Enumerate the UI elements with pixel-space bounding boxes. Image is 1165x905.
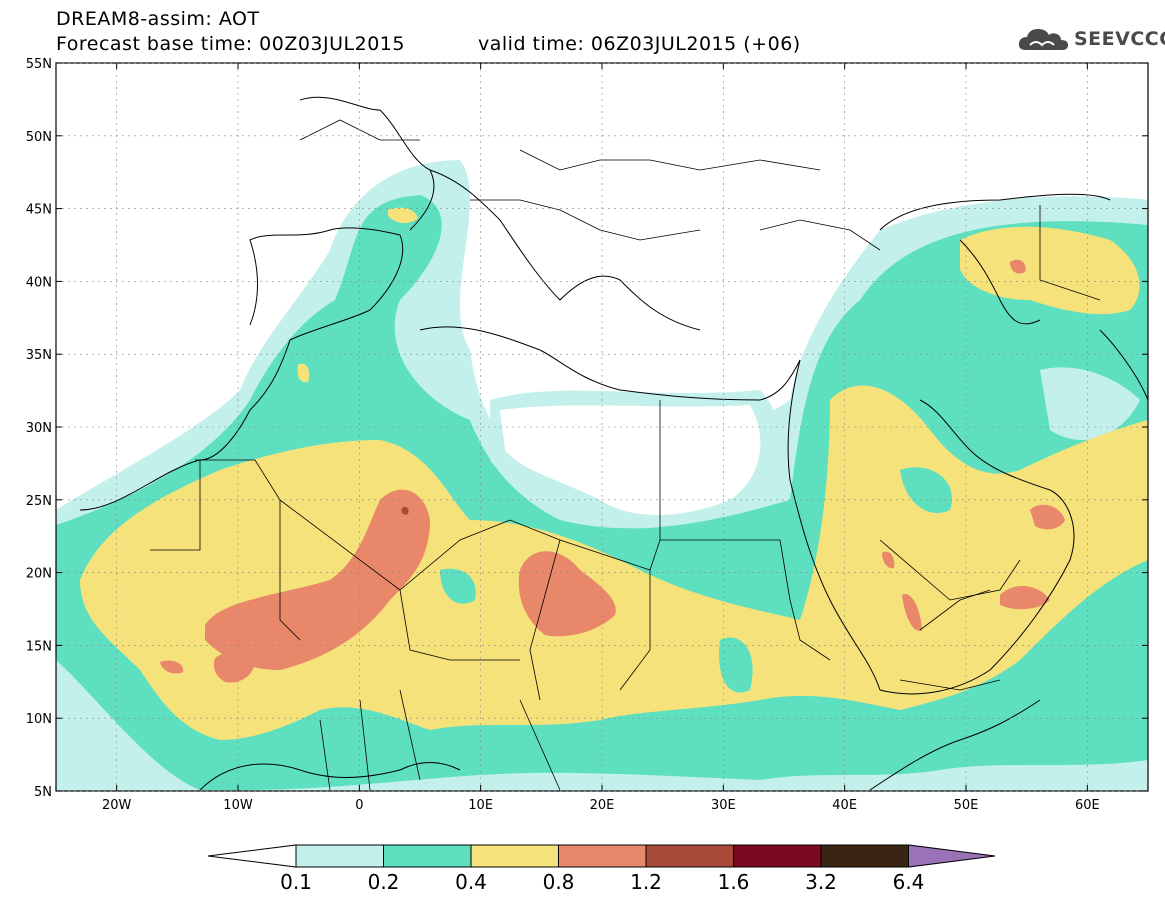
lon-label: 30E [711,798,736,813]
aot-contour-0.8-guinea [160,660,184,674]
colorbar-over-arrow [908,844,996,868]
valid-time: valid time: 06Z03JUL2015 (+06) [478,33,801,55]
colorbar-box [820,844,909,868]
lon-label: 0 [355,798,363,813]
aot-contour-0.4-biscay [388,207,418,224]
lat-label: 30N [26,421,52,436]
aot-contour-0.4-morocco [297,363,310,383]
aot-contour-1.2-algeria [401,506,409,515]
lon-label: 20W [102,798,132,813]
logo-text: SEEVCCC [1074,28,1165,50]
lat-label: 40N [26,275,52,290]
aot-contour-0.4-central-asia [960,226,1140,315]
aot-contour-0.2-island-2 [719,637,753,693]
lon-label: 50E [954,798,979,813]
lat-label: 20N [26,567,52,582]
colorbar-box [470,844,559,868]
lon-label: 10W [223,798,253,813]
lon-label: 10E [468,798,493,813]
lat-label: 5N [34,785,52,800]
colorbar-label: 0.8 [543,870,575,894]
lat-label: 45N [26,203,52,218]
country-borders [150,119,1101,791]
aot-contour-0.8-arabia-2 [902,594,922,631]
aot-field [56,160,1148,791]
lat-label: 35N [26,348,52,363]
aot-contour-0.2-island-1 [440,568,476,604]
colorbar-under-arrow [207,844,297,868]
lat-label: 50N [26,130,52,145]
aot-contour-0.8-mali [205,489,430,670]
lat-label: 15N [26,639,52,654]
colorbar-label: 3.2 [805,870,837,894]
aot-below-0.1-libya [500,405,761,515]
lat-label: 10N [26,712,52,727]
seevccc-logo: SEEVCCC [1016,24,1165,54]
colorbar-box [383,844,472,868]
lon-label: 60E [1075,798,1100,813]
colorbar-box [558,844,647,868]
aot-contour-0.8-arabia-1 [1000,585,1050,610]
coastlines [79,96,1148,791]
map-title: DREAM8-assim: AOT [56,8,260,30]
aot-contour-0.1-inner-caspian [1040,367,1140,440]
colorbar-label: 0.1 [280,870,312,894]
aot-contour-0.8-senegal [213,652,255,683]
aot-contour-0.8-oman [1030,504,1065,530]
aot-contour-0.8-arabia-3 [882,551,895,569]
colorbar-label: 0.4 [455,870,487,894]
colorbar: 0.1 0.2 0.4 0.8 1.2 1.6 3.2 6.4 [207,844,996,894]
lon-label: 40E [832,798,857,813]
colorbar-box [295,844,384,868]
colorbar-box [733,844,822,868]
aot-contour-0.2-island-3 [900,467,952,514]
colorbar-box [645,844,734,868]
aot-contour-0.8-caspian [1010,259,1026,274]
lon-label: 20E [590,798,615,813]
cloud-icon [1018,29,1068,50]
aot-contour-0.4-sahel [80,385,1148,740]
forecast-base-time: Forecast base time: 00Z03JUL2015 [56,33,405,55]
lat-label: 55N [26,57,52,72]
colorbar-label: 1.2 [630,870,662,894]
lat-label: 25N [26,494,52,509]
map-axes: 55N 50N 45N 40N 35N 30N 25N 20N 15N 10N 5N 20W 10W 0 1… [26,57,1148,813]
colorbar-label: 0.2 [368,870,400,894]
colorbar-label: 6.4 [893,870,925,894]
colorbar-label: 1.6 [718,870,750,894]
